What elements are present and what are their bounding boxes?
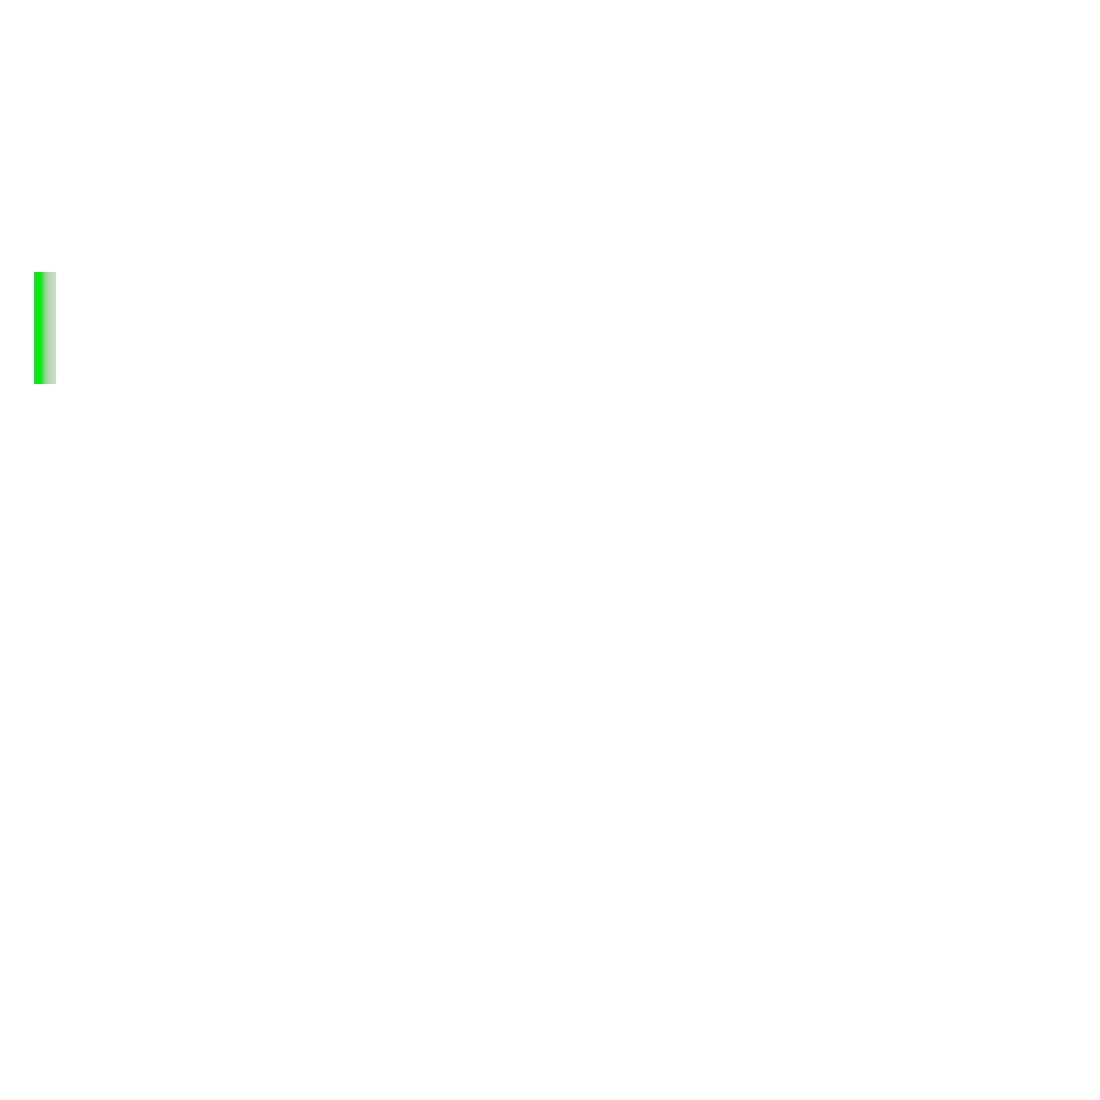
rh-legend-swatch [34,272,56,384]
